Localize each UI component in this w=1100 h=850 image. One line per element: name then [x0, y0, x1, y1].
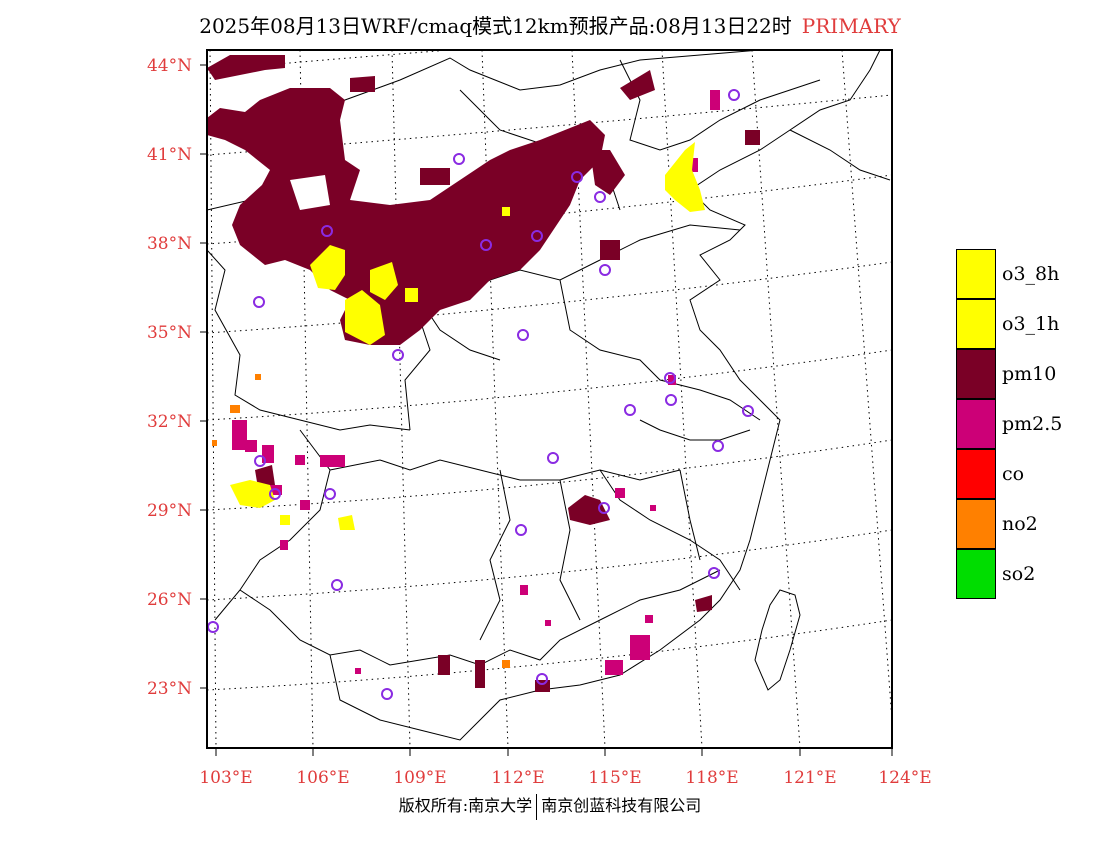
lat-label: 35°N [147, 323, 192, 343]
lat-label: 23°N [147, 679, 192, 699]
lon-label: 103°E [199, 768, 252, 788]
legend-label: pm2.5 [1002, 413, 1063, 435]
lat-label: 44°N [147, 56, 192, 76]
legend-swatch [956, 498, 996, 549]
legend-item-pm25: pm2.5 [956, 398, 1063, 449]
legend-label: o3_1h [1002, 313, 1060, 335]
footer-right: 南京创蓝科技有限公司 [541, 796, 702, 815]
footer-left: 版权所有:南京大学 [398, 796, 533, 815]
legend-swatch [956, 398, 996, 449]
lon-label: 124°E [878, 768, 931, 788]
no2-regions [212, 374, 510, 668]
lon-label: 121°E [783, 768, 836, 788]
legend-swatch [956, 448, 996, 499]
lon-label: 109°E [393, 768, 446, 788]
lat-label: 29°N [147, 501, 192, 521]
lon-label: 106°E [296, 768, 349, 788]
lon-label: 118°E [685, 768, 738, 788]
lon-label: 112°E [491, 768, 544, 788]
legend-item-no2: no2 [956, 498, 1062, 549]
lat-label: 41°N [147, 145, 192, 165]
o3-regions [230, 142, 705, 530]
title-tag: PRIMARY [801, 14, 901, 38]
lon-axis: 103°E 106°E 109°E 112°E 115°E 118°E 121°… [199, 748, 932, 788]
legend-swatch [956, 348, 996, 399]
lat-axis: 44°N 41°N 38°N 35°N 32°N 29°N 26°N 23°N [147, 56, 207, 699]
footer-divider [536, 793, 538, 820]
title-text: 2025年08月13日WRF/cmaq模式12km预报产品:08月13日22时 [199, 14, 792, 38]
legend-label: so2 [1002, 563, 1036, 585]
legend: o3_8h o3_1h pm10 pm2.5 co no2 so2 [956, 248, 1063, 599]
copyright-footer: 版权所有:南京大学 南京创蓝科技有限公司 [0, 792, 1100, 820]
legend-item-o3-1h: o3_1h [956, 298, 1062, 349]
legend-label: o3_8h [1002, 263, 1060, 285]
legend-item-pm10: pm10 [956, 348, 1062, 399]
legend-label: no2 [1002, 513, 1038, 535]
map-frame [206, 49, 893, 749]
legend-label: pm10 [1002, 363, 1057, 385]
legend-item-so2: so2 [956, 548, 1062, 599]
legend-swatch [956, 548, 996, 599]
legend-swatch [956, 298, 996, 349]
lat-label: 32°N [147, 412, 192, 432]
legend-swatch [956, 248, 996, 299]
lat-label: 38°N [147, 234, 192, 254]
pm25-regions [232, 90, 720, 675]
lat-label: 26°N [147, 590, 192, 610]
map-title: 2025年08月13日WRF/cmaq模式12km预报产品:08月13日22时 P… [0, 10, 1100, 39]
legend-label: co [1002, 463, 1025, 485]
legend-item-co: co [956, 448, 1062, 499]
lon-label: 115°E [588, 768, 641, 788]
pm10-regions [207, 55, 760, 692]
legend-item-o3-8h: o3_8h [956, 248, 1062, 299]
